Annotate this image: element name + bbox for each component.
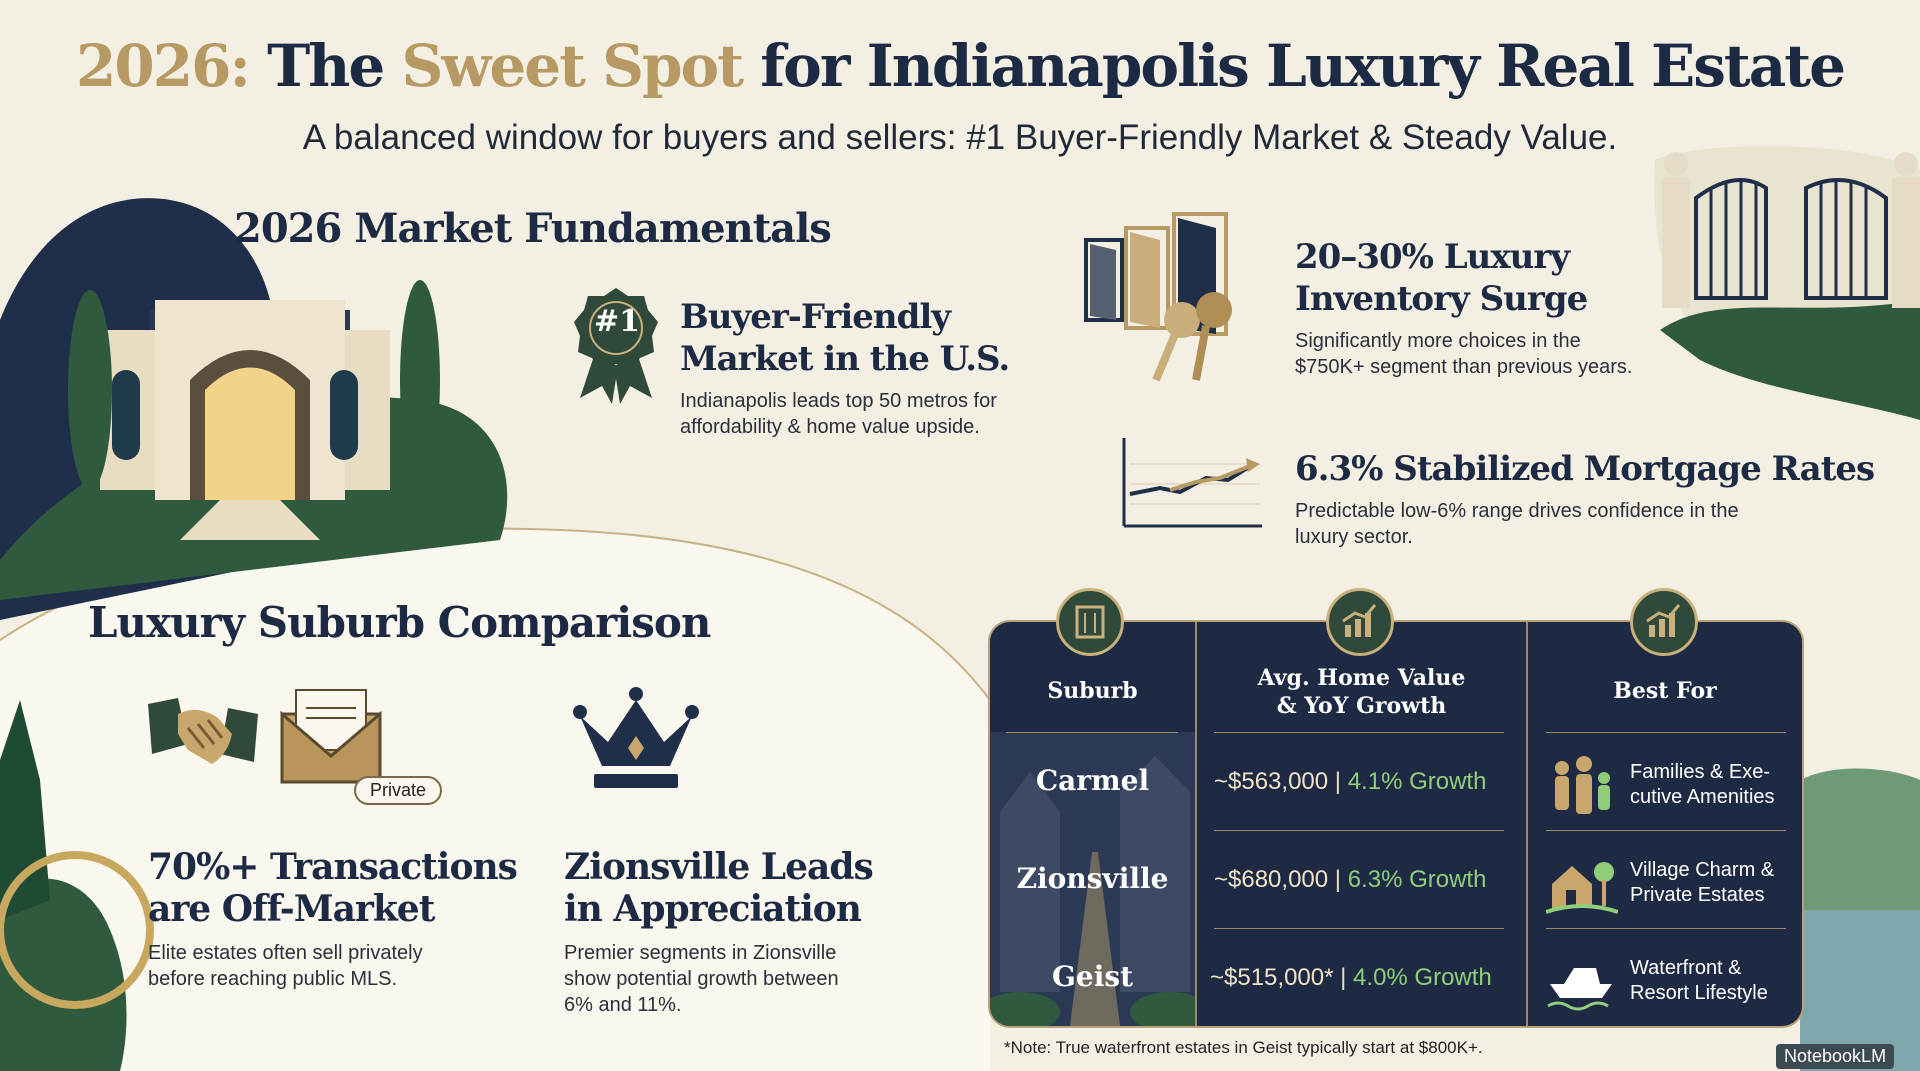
zionsville-desc: Premier segments in Zionsville show poten… [564,940,924,1018]
growth-chart-icon [1646,604,1681,637]
title-rest: for Indianapolis Luxury Real Estate [760,32,1846,100]
yoy-growth: 6.3% Growth [1347,866,1487,893]
inventory-desc-line1: Significantly more choices in the [1295,330,1581,352]
header-suburb: Suburb [1047,678,1138,704]
family-icon [1555,756,1610,814]
inventory-title-line2: Inventory Surge [1295,279,1588,319]
home-value: ~$563,000 | 4.1% Growth [1214,768,1487,795]
ribbon-badge-icon [574,288,658,404]
home-value-amount: ~$680,000 [1214,866,1329,893]
header-value-line2: & YoY Growth [1276,693,1447,719]
offmarket-desc: Elite estates often sell privately before… [148,940,508,992]
zionsville-title-line1: Zionsville Leads [564,846,874,888]
yoy-growth: 4.0% Growth [1353,964,1492,991]
header-value-line1: Avg. Home Value [1257,665,1466,691]
mortgage-desc-line2: luxury sector. [1295,526,1413,548]
inventory-title: 20–30% Luxury Inventory Surge [1295,236,1675,320]
line-chart-icon [1122,438,1262,528]
buyer-friendly-desc: Indianapolis leads top 50 metros for affo… [680,388,1060,440]
home-value-amount: ~$563,000 [1214,768,1329,795]
title-highlight: Sweet Spot [401,32,745,100]
offmarket-title: 70%+ Transactions are Off-Market [148,846,528,930]
offmarket-desc-line1: Elite estates often sell privately [148,942,423,964]
best-for: Families & Exe-cutive Amenities [1630,760,1775,810]
growth-chart-icon [1342,604,1377,637]
row-divider [1546,732,1786,733]
page-title: 2026: The Sweet Spot for Indianapolis Lu… [0,32,1920,100]
best-for-line2: Private Estates [1630,884,1765,906]
buyer-title-line1: Buyer-Friendly [680,297,951,337]
footnote: *Note: True waterfront estates in Geist … [1004,1038,1483,1057]
inventory-desc-line2: $750K+ segment than previous years. [1295,356,1633,378]
best-for-line1: Waterfront & [1630,957,1742,979]
best-for-line2: Resort Lifestyle [1630,982,1768,1004]
private-tag: Private [354,776,443,805]
building-icon-badge [1056,588,1124,656]
boat-icon [1547,968,1612,1011]
home-value: ~$680,000 | 6.3% Growth [1214,866,1487,893]
zionsville-title: Zionsville Leads in Appreciation [564,846,944,930]
row-divider [1006,732,1178,733]
suburb-name: Geist [1051,960,1134,993]
row-divider [1214,830,1504,831]
yoy-growth: 4.1% Growth [1347,768,1487,795]
zionsville-desc-line3: 6% and 11%. [564,994,682,1016]
offmarket-title-line2: are Off-Market [148,888,435,930]
home-value: ~$515,000* | 4.0% Growth [1210,964,1492,991]
suburb-comparison-table: Suburb Avg. Home Value & YoY Growth Best … [988,620,1804,1028]
suburb-name: Carmel [1035,764,1150,797]
crown-icon [573,687,699,788]
fundamentals-heading: 2026 Market Fundamentals [234,205,832,252]
village-icon [1546,862,1618,914]
gate-illustration [1662,152,1920,308]
offmarket-desc-line2: before reaching public MLS. [148,968,398,990]
buyer-friendly-title: Buyer-Friendly Market in the U.S. [680,296,1040,380]
buyer-title-line2: Market in the U.S. [680,339,1010,379]
inventory-desc: Significantly more choices in the $750K+ … [1295,328,1695,380]
header-value: Avg. Home Value & YoY Growth [1197,664,1526,720]
growth-chart-badge [1630,588,1698,656]
doors-keys-icon [1084,212,1232,382]
zionsville-desc-line1: Premier segments in Zionsville [564,942,837,964]
column-divider [1526,622,1528,1026]
row-divider [1546,830,1786,831]
ribbon-badge-label: #1 [593,304,640,339]
home-value-amount: ~$515,000* [1210,964,1334,991]
street-scene-illustration [990,732,1195,1026]
mortgage-desc-line1: Predictable low-6% range drives confiden… [1295,500,1739,522]
column-divider [1195,622,1197,1026]
brand-watermark: NotebookLM [1776,1044,1895,1069]
comparison-heading: Luxury Suburb Comparison [88,598,711,647]
row-divider [1214,928,1504,929]
growth-chart-badge [1326,588,1394,656]
page-subtitle: A balanced window for buyers and sellers… [302,118,1618,157]
building-icon [1075,605,1105,639]
offmarket-title-line1: 70%+ Transactions [148,846,518,888]
best-for-line2: cutive Amenities [1630,786,1775,808]
title-the: The [267,32,385,100]
envelope-icon [280,689,382,784]
inventory-title-line1: 20–30% Luxury [1295,237,1570,277]
header-best-for: Best For [1613,678,1717,704]
best-for: Village Charm & Private Estates [1630,858,1774,908]
villa-illustration [68,280,440,540]
zionsville-desc-line2: show potential growth between [564,968,839,990]
mortgage-title: 6.3% Stabilized Mortgage Rates [1295,449,1875,489]
buyer-desc-line2: affordability & home value upside. [680,416,980,438]
row-divider [1546,928,1786,929]
handshake-icon [148,698,258,764]
best-for-line1: Village Charm & [1630,859,1775,881]
suburb-name: Zionsville [1016,862,1169,895]
mortgage-desc: Predictable low-6% range drives confiden… [1295,498,1815,550]
buyer-desc-line1: Indianapolis leads top 50 metros for [680,390,997,412]
zionsville-title-line2: in Appreciation [564,888,862,930]
row-divider [1214,732,1504,733]
title-year: 2026: [76,32,251,100]
best-for-line1: Families & Exe- [1630,761,1771,783]
best-for: Waterfront & Resort Lifestyle [1630,956,1768,1006]
